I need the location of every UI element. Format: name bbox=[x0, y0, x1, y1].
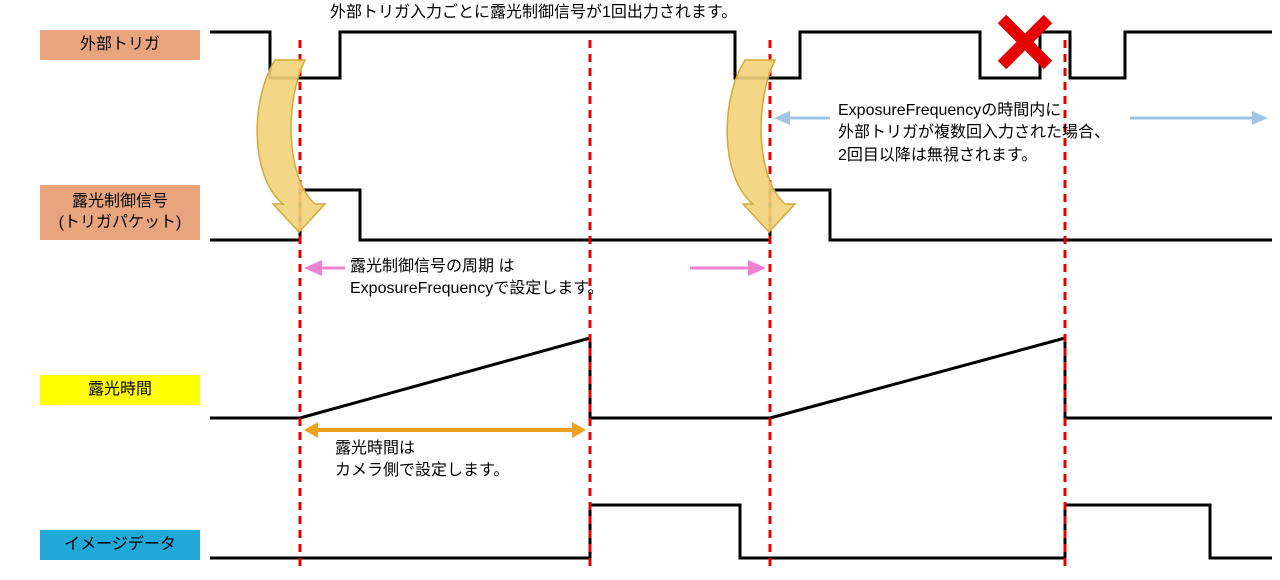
label-text: 露光時間 bbox=[88, 380, 152, 401]
annotation-ignore: ExposureFrequencyの時間内に 外部トリガが複数回入力された場合、… bbox=[838, 100, 1110, 167]
label-text: 外部トリガ bbox=[80, 35, 160, 56]
annotation-top: 外部トリガ入力ごとに露光制御信号が1回出力されます。 bbox=[330, 2, 737, 24]
label-ext-trigger: 外部トリガ bbox=[40, 30, 200, 60]
annotation-exptime: 露光時間は カメラ側で設定します。 bbox=[335, 438, 509, 483]
label-text: イメージデータ bbox=[64, 535, 176, 556]
annotation-period: 露光制御信号の周期 は ExposureFrequencyで設定します。 bbox=[350, 256, 604, 301]
label-exp-time: 露光時間 bbox=[40, 375, 200, 405]
label-text: 露光制御信号 (トリガパケット) bbox=[59, 192, 182, 234]
label-exp-ctrl: 露光制御信号 (トリガパケット) bbox=[40, 185, 200, 240]
label-img-data: イメージデータ bbox=[40, 530, 200, 560]
